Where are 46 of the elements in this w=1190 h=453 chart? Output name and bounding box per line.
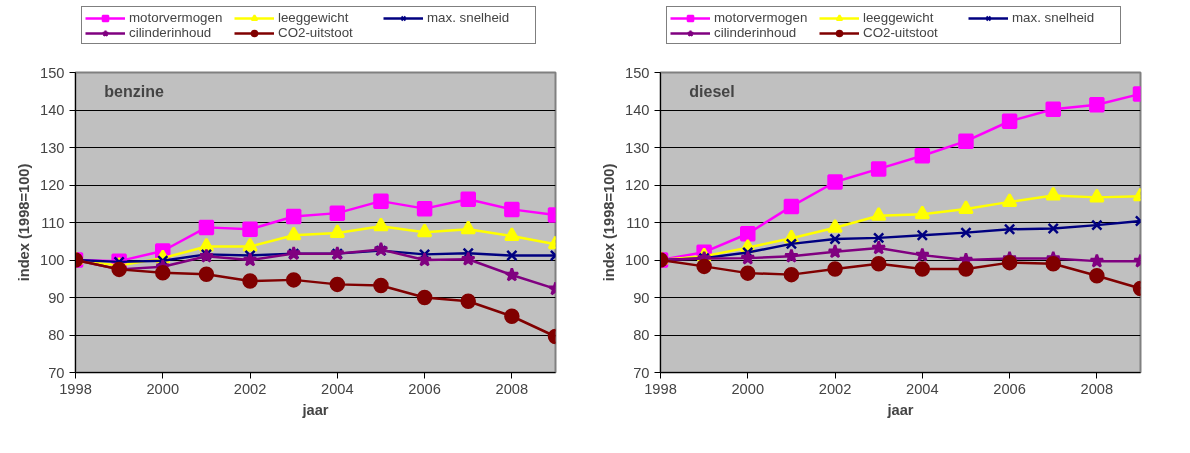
y-tick-label: 100 xyxy=(40,252,65,268)
legend-label: leeggewicht xyxy=(863,10,935,25)
y-axis-title: index (1998=100) xyxy=(16,163,33,282)
y-tick-label: 90 xyxy=(48,289,65,306)
x-axis-title: jaar xyxy=(301,401,329,418)
y-tick-label: 150 xyxy=(40,64,65,81)
legend-label: max. snelheid xyxy=(1012,10,1096,25)
legend-label: leeggewicht xyxy=(278,10,350,25)
y-tick-label: 100 xyxy=(625,252,650,268)
y-tick-label: 120 xyxy=(625,177,650,193)
legend-label: cilinderinhoud xyxy=(129,25,213,40)
x-tick-label: 2006 xyxy=(408,380,441,397)
y-tick-label: 80 xyxy=(48,327,65,343)
y-tick-label: 70 xyxy=(633,364,650,381)
x-tick-label: 2002 xyxy=(818,380,852,397)
y-tick-label: 70 xyxy=(48,364,65,381)
x-tick-label: 2004 xyxy=(906,380,939,397)
x-tick-label: 2006 xyxy=(993,380,1026,397)
x-tick-label: 2004 xyxy=(321,380,354,397)
y-tick-label: 130 xyxy=(40,139,65,156)
x-tick-label: 2002 xyxy=(233,380,267,397)
x-tick-label: 1998 xyxy=(644,380,677,397)
legend-label: max. snelheid xyxy=(427,10,511,25)
x-tick-label: 1998 xyxy=(59,380,92,397)
x-axis-title: jaar xyxy=(886,401,914,418)
x-tick-label: 2008 xyxy=(1080,380,1114,397)
y-tick-label: 110 xyxy=(626,214,650,231)
x-tick-label: 2008 xyxy=(495,380,529,397)
y-tick-label: 110 xyxy=(41,214,65,231)
y-tick-label: 80 xyxy=(633,327,650,343)
y-axis-title: index (1998=100) xyxy=(601,163,618,282)
legend-label: motorvermogen xyxy=(714,10,809,25)
legend-label: CO2-uitstoot xyxy=(863,25,939,40)
text: diesel xyxy=(689,82,735,100)
legend-label: CO2-uitstoot xyxy=(278,25,354,40)
y-tick-label: 120 xyxy=(40,177,65,193)
x-tick-label: 2000 xyxy=(731,380,765,397)
y-tick-label: 140 xyxy=(40,102,65,118)
x-tick-label: 2000 xyxy=(146,380,180,397)
y-tick-label: 150 xyxy=(625,64,650,81)
y-tick-label: 140 xyxy=(625,102,650,118)
legend-label: cilinderinhoud xyxy=(714,25,798,40)
y-tick-label: 130 xyxy=(625,139,650,156)
legend-label: motorvermogen xyxy=(129,10,224,25)
y-tick-label: 90 xyxy=(633,289,650,306)
text: benzine xyxy=(104,82,164,100)
